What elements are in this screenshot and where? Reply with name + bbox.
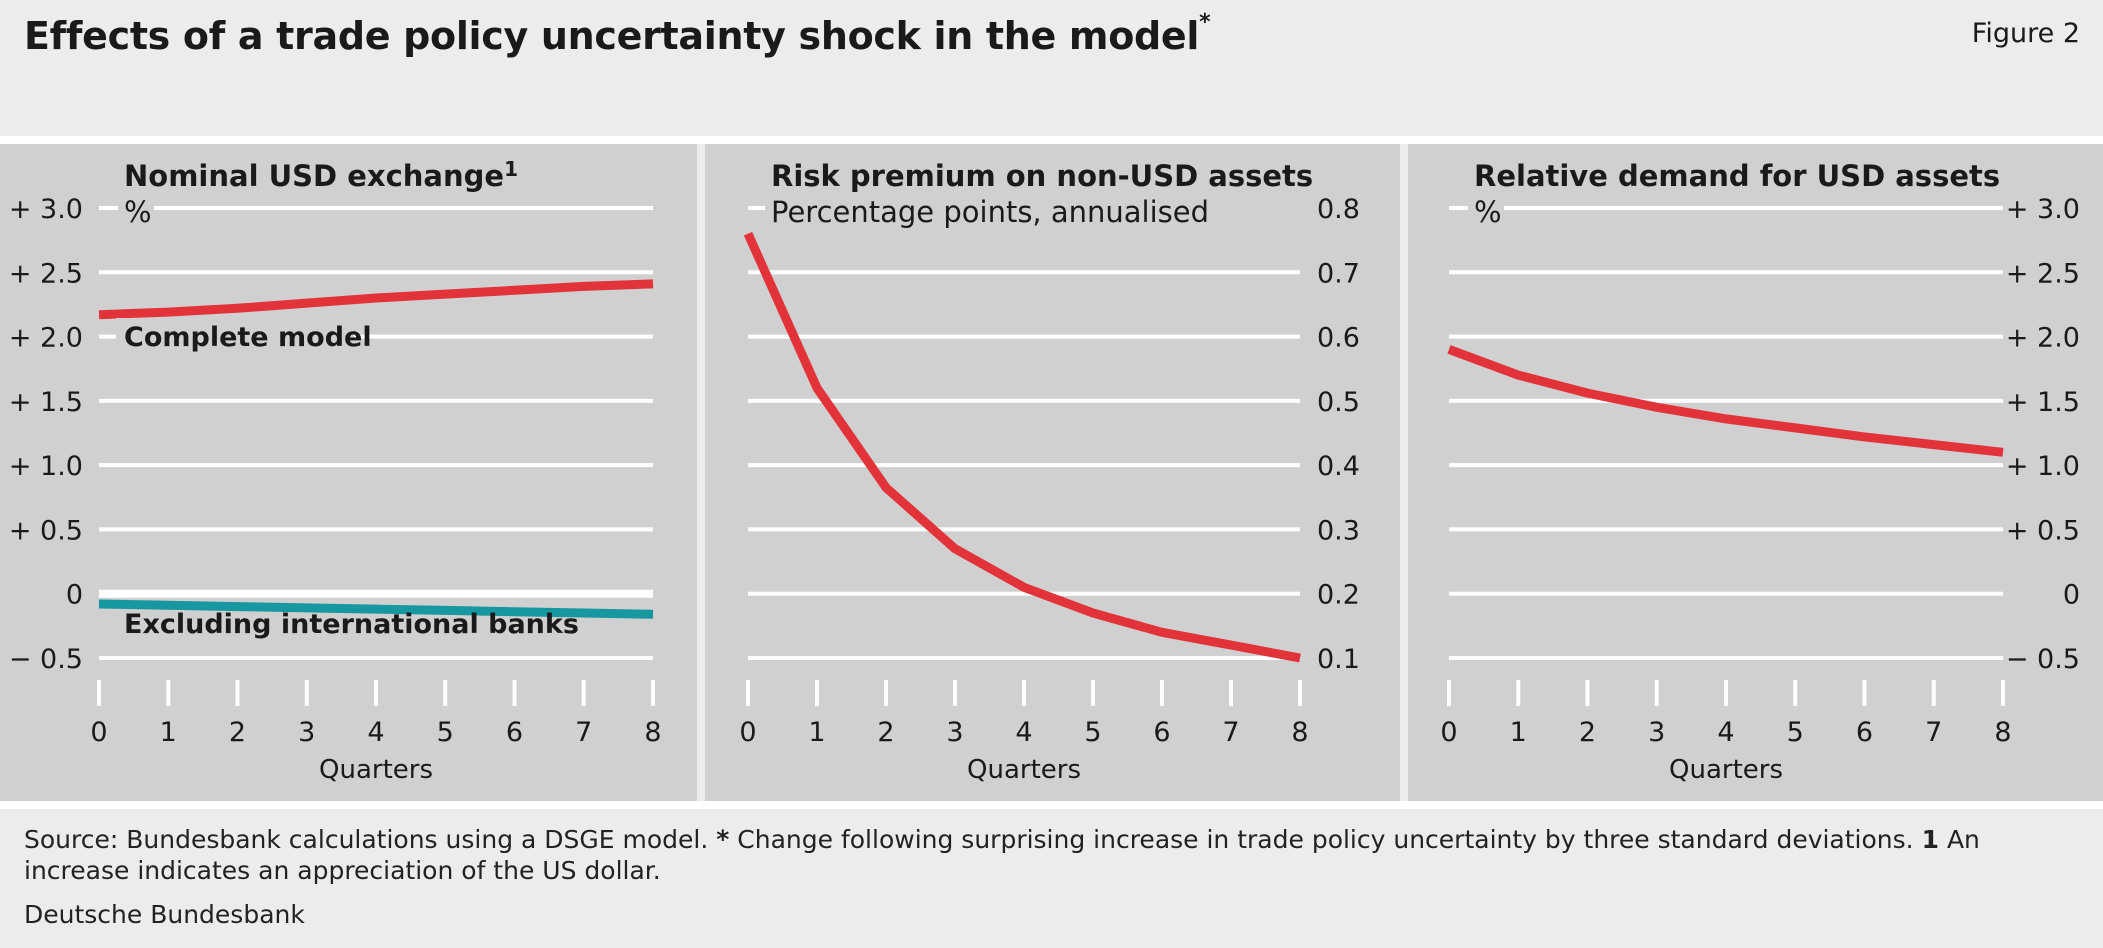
unit-backing (118, 198, 154, 222)
panel-unit: Percentage points, annualised (771, 195, 1209, 229)
y-tick-label: + 1.0 (9, 451, 83, 482)
panel-unit: % (1474, 195, 1502, 229)
note-one-text: An increase indicates an appreciation of… (24, 825, 1980, 885)
x-tick-label: 3 (298, 717, 315, 748)
source-note: Source: Bundesbank calculations using a … (24, 825, 709, 854)
y-tick-label: + 2.5 (9, 258, 83, 289)
x-tick-label: 0 (1440, 717, 1457, 748)
title-footnote-marker: * (1199, 10, 1211, 35)
series-line-2-0 (1447, 345, 2004, 457)
x-tick-label: 6 (1856, 717, 1873, 748)
x-tick-label: 1 (160, 717, 177, 748)
y-tick-label: 0.4 (1317, 451, 1360, 482)
x-tick-label: 3 (946, 717, 963, 748)
x-axis-label: Quarters (1669, 755, 1783, 785)
y-tick-label: + 2.5 (2006, 258, 2080, 289)
y-tick-label: − 0.5 (2006, 644, 2080, 675)
chart-nominal-usd-exchange: − 0.5 0 + 0.5 + 1.0 + 1.5 + 2.0 + 2.5 + 3.0 Nomi… (9, 157, 662, 785)
y-tick-label: + 1.0 (2006, 451, 2080, 482)
x-tick-label: 7 (1222, 717, 1239, 748)
x-tick-label: 1 (808, 717, 825, 748)
y-tick-label: 0.2 (1317, 580, 1360, 611)
footer-separator (0, 801, 2103, 809)
header-separator (0, 136, 2103, 144)
panel-title: Relative demand for USD assets (1474, 159, 2000, 193)
series-line-excluding-international-banks (98, 599, 654, 619)
y-tick-label: + 1.5 (9, 387, 83, 418)
y-tick-label: + 2.0 (9, 323, 83, 354)
x-tick-label: 0 (90, 717, 107, 748)
unit-backing (1468, 198, 1504, 222)
chart-title: Effects of a trade policy uncertainty sh… (24, 10, 1211, 58)
y-tick-label: 0 (66, 580, 83, 611)
y-tick-label: + 1.5 (2006, 387, 2080, 418)
panel-title: Risk premium on non-USD assets (771, 159, 1313, 193)
x-tick-label: 6 (1153, 717, 1170, 748)
x-tick-label: 5 (1084, 717, 1101, 748)
x-tick-label: 2 (877, 717, 894, 748)
x-tick-label: 8 (1291, 717, 1308, 748)
x-tick-label: 2 (229, 717, 246, 748)
y-tick-label: 0.6 (1317, 323, 1360, 354)
y-tick-label: 0.5 (1317, 387, 1360, 418)
y-tick-label: 0.1 (1317, 644, 1360, 675)
y-tick-label: 0.8 (1317, 194, 1360, 225)
publisher: Deutsche Bundesbank (24, 900, 305, 929)
y-tick-label: 0.7 (1317, 258, 1360, 289)
x-tick-label: 8 (644, 717, 661, 748)
y-tick-label: 0 (2063, 580, 2080, 611)
panel-unit: % (124, 195, 152, 229)
note-star-text: Change following surprising increase in … (737, 825, 1914, 854)
x-tick-label: 5 (1787, 717, 1804, 748)
y-tick-label: + 0.5 (2006, 515, 2080, 546)
chart-header: Effects of a trade policy uncertainty sh… (0, 0, 2103, 136)
y-tick-label: 0.3 (1317, 515, 1360, 546)
note-marker-star: * (716, 825, 730, 854)
x-tick-label: 5 (437, 717, 454, 748)
footer-note: Source: Bundesbank calculations using a … (24, 824, 2084, 886)
x-tick-label: 8 (1994, 717, 2011, 748)
x-tick-label: 2 (1579, 717, 1596, 748)
x-tick-label: 4 (367, 717, 384, 748)
series-annotation: Excluding international banks (124, 609, 579, 640)
chart-relative-demand: − 0.5 0 + 0.5 + 1.0 + 1.5 + 2.0 + 2.5 + 3.0Rela… (1440, 159, 2080, 785)
series-line-1-0 (743, 231, 1301, 663)
panel-risk-premium: 0.1 0.2 0.3 0.4 0.5 0.6 0.7 0.8 Risk premium on … (705, 144, 1400, 801)
x-tick-label: 6 (506, 717, 523, 748)
note-marker-one: 1 (1921, 825, 1939, 854)
y-tick-label: + 3.0 (2006, 194, 2080, 225)
x-axis-label: Quarters (319, 755, 433, 785)
annotation-backing (116, 318, 354, 352)
x-tick-label: 4 (1015, 717, 1032, 748)
y-tick-label: + 0.5 (9, 515, 83, 546)
figure-label: Figure 2 (1971, 18, 2080, 49)
y-tick-label: − 0.5 (9, 644, 83, 675)
x-tick-label: 7 (1925, 717, 1942, 748)
unit-backing (765, 198, 1305, 222)
x-axis-label: Quarters (967, 755, 1081, 785)
y-tick-label: + 2.0 (2006, 323, 2080, 354)
x-tick-label: 4 (1717, 717, 1734, 748)
series-annotation: Complete model (124, 322, 372, 353)
series-line-complete-model (98, 279, 654, 320)
x-tick-label: 3 (1648, 717, 1665, 748)
panel-nominal-usd-exchange: − 0.5 0 + 0.5 + 1.0 + 1.5 + 2.0 + 2.5 + 3.0 Nomi… (0, 144, 697, 801)
panel-title: Nominal USD exchange1 (124, 157, 518, 193)
x-tick-label: 1 (1510, 717, 1527, 748)
panel-relative-demand: − 0.5 0 + 0.5 + 1.0 + 1.5 + 2.0 + 2.5 + 3.0 Rela… (1408, 144, 2103, 801)
x-tick-label: 7 (575, 717, 592, 748)
y-tick-label: + 3.0 (9, 194, 83, 225)
x-tick-label: 0 (739, 717, 756, 748)
